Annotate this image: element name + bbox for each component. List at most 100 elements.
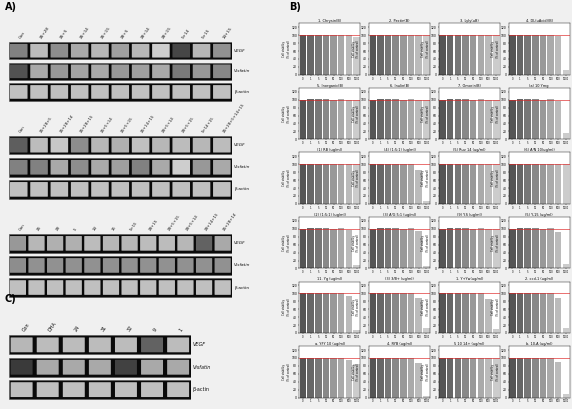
Bar bbox=[353, 100, 360, 139]
Bar bbox=[370, 35, 376, 75]
Bar bbox=[478, 164, 484, 204]
Bar bbox=[9, 158, 232, 177]
Bar bbox=[315, 293, 321, 333]
FancyBboxPatch shape bbox=[152, 138, 170, 153]
Bar bbox=[517, 35, 523, 75]
Bar bbox=[532, 293, 538, 333]
Bar bbox=[377, 293, 384, 333]
Bar bbox=[540, 358, 546, 398]
Bar bbox=[370, 164, 376, 204]
FancyBboxPatch shape bbox=[213, 44, 231, 58]
Bar bbox=[415, 363, 422, 398]
Bar bbox=[300, 293, 306, 333]
Bar bbox=[439, 229, 446, 268]
FancyBboxPatch shape bbox=[193, 160, 210, 175]
FancyBboxPatch shape bbox=[193, 44, 210, 58]
FancyBboxPatch shape bbox=[132, 182, 149, 197]
FancyBboxPatch shape bbox=[91, 44, 109, 58]
FancyBboxPatch shape bbox=[30, 160, 48, 175]
FancyBboxPatch shape bbox=[84, 258, 101, 273]
FancyBboxPatch shape bbox=[196, 236, 212, 251]
Bar bbox=[338, 229, 344, 268]
FancyBboxPatch shape bbox=[91, 160, 109, 175]
Title: (9) Y.S (ug/ml): (9) Y.S (ug/ml) bbox=[457, 213, 482, 217]
Title: (5) Ruv 14 (ug/ml): (5) Ruv 14 (ug/ml) bbox=[453, 148, 486, 152]
Bar bbox=[353, 37, 360, 75]
Bar bbox=[423, 266, 430, 268]
Bar bbox=[300, 164, 306, 204]
Title: 1. Y+Yw(ug/ml): 1. Y+Yw(ug/ml) bbox=[456, 277, 483, 281]
Bar bbox=[392, 229, 399, 268]
Bar bbox=[509, 293, 515, 333]
Text: 15: 15 bbox=[111, 225, 117, 231]
FancyBboxPatch shape bbox=[115, 360, 137, 375]
FancyBboxPatch shape bbox=[10, 258, 26, 273]
Bar bbox=[485, 358, 492, 398]
FancyBboxPatch shape bbox=[11, 360, 33, 375]
Bar bbox=[338, 35, 344, 75]
FancyBboxPatch shape bbox=[30, 44, 48, 58]
FancyBboxPatch shape bbox=[177, 280, 193, 295]
Bar bbox=[485, 299, 492, 333]
Text: 28: 28 bbox=[55, 225, 61, 231]
Bar bbox=[315, 357, 321, 398]
Text: 26+5+14: 26+5+14 bbox=[100, 116, 114, 133]
Bar bbox=[345, 164, 352, 204]
Text: 32: 32 bbox=[126, 325, 134, 333]
Y-axis label: Cell viability
(% of control): Cell viability (% of control) bbox=[352, 298, 360, 316]
Text: VEGF: VEGF bbox=[234, 49, 246, 53]
Bar bbox=[408, 164, 414, 204]
Bar bbox=[400, 164, 407, 204]
Title: b. 10-A (ug/ml): b. 10-A (ug/ml) bbox=[526, 342, 553, 346]
Text: 26: 26 bbox=[37, 225, 42, 231]
Text: 9: 9 bbox=[152, 328, 158, 333]
Bar bbox=[525, 35, 531, 75]
Bar bbox=[9, 256, 232, 275]
FancyBboxPatch shape bbox=[71, 85, 89, 99]
Title: a. YFY 10 (ug/ml): a. YFY 10 (ug/ml) bbox=[315, 342, 345, 346]
Bar bbox=[439, 358, 446, 398]
Bar bbox=[547, 293, 554, 333]
Bar bbox=[315, 99, 321, 139]
Bar bbox=[423, 201, 430, 204]
Bar bbox=[563, 164, 569, 204]
FancyBboxPatch shape bbox=[66, 258, 82, 273]
Bar bbox=[345, 296, 352, 333]
Bar bbox=[323, 164, 329, 204]
Bar bbox=[300, 35, 306, 75]
Bar bbox=[331, 35, 337, 75]
Text: 28+14+15: 28+14+15 bbox=[204, 211, 220, 231]
Bar bbox=[478, 229, 484, 268]
Bar bbox=[353, 164, 360, 204]
FancyBboxPatch shape bbox=[213, 160, 231, 175]
Title: 5 10 14+ (ug/ml): 5 10 14+ (ug/ml) bbox=[454, 342, 484, 346]
Title: (3) A/G 5:1 (ug/ml): (3) A/G 5:1 (ug/ml) bbox=[383, 213, 416, 217]
Text: 26+28: 26+28 bbox=[39, 26, 50, 40]
FancyBboxPatch shape bbox=[47, 258, 63, 273]
Bar bbox=[400, 358, 407, 398]
Title: 3. Lyly(uB): 3. Lyly(uB) bbox=[460, 19, 479, 23]
Bar bbox=[307, 164, 314, 204]
Bar bbox=[517, 229, 523, 268]
Text: 28+15: 28+15 bbox=[148, 218, 159, 231]
Bar bbox=[517, 293, 523, 333]
FancyBboxPatch shape bbox=[112, 138, 129, 153]
Bar bbox=[439, 164, 446, 204]
Y-axis label: Cell viability
(% of control): Cell viability (% of control) bbox=[282, 363, 291, 381]
FancyBboxPatch shape bbox=[167, 382, 189, 397]
Text: VEGF: VEGF bbox=[234, 143, 246, 147]
Bar bbox=[439, 35, 446, 75]
Bar bbox=[9, 42, 232, 59]
FancyBboxPatch shape bbox=[158, 258, 175, 273]
Y-axis label: Cell viability
(% of control): Cell viability (% of control) bbox=[282, 298, 291, 316]
FancyBboxPatch shape bbox=[213, 85, 231, 99]
FancyBboxPatch shape bbox=[121, 258, 138, 273]
Bar bbox=[540, 164, 546, 204]
Bar bbox=[540, 100, 546, 139]
FancyBboxPatch shape bbox=[50, 44, 68, 58]
FancyBboxPatch shape bbox=[71, 138, 89, 153]
Bar bbox=[470, 358, 476, 398]
FancyBboxPatch shape bbox=[103, 236, 119, 251]
Bar bbox=[485, 229, 492, 268]
Bar bbox=[555, 298, 562, 333]
